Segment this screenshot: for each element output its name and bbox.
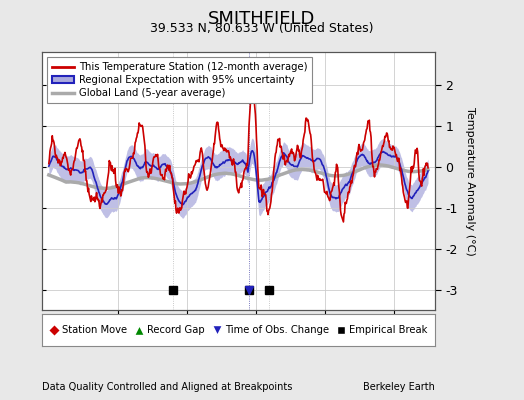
- Text: SMITHFIELD: SMITHFIELD: [209, 10, 315, 28]
- Legend: This Temperature Station (12-month average), Regional Expectation with 95% uncer: This Temperature Station (12-month avera…: [47, 57, 312, 103]
- Text: 39.533 N, 80.633 W (United States): 39.533 N, 80.633 W (United States): [150, 22, 374, 35]
- Text: Data Quality Controlled and Aligned at Breakpoints: Data Quality Controlled and Aligned at B…: [42, 382, 292, 392]
- Text: Berkeley Earth: Berkeley Earth: [363, 382, 435, 392]
- Y-axis label: Temperature Anomaly (°C): Temperature Anomaly (°C): [465, 107, 475, 255]
- Legend: Station Move, Record Gap, Time of Obs. Change, Empirical Break: Station Move, Record Gap, Time of Obs. C…: [45, 321, 432, 339]
